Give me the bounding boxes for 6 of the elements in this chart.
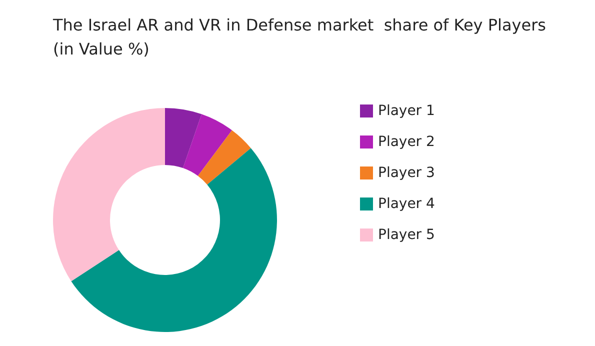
legend-label: Player 2 bbox=[378, 134, 435, 150]
legend-label: Player 5 bbox=[378, 227, 435, 243]
legend-label: Player 3 bbox=[378, 165, 435, 181]
legend-label: Player 4 bbox=[378, 196, 436, 212]
chart-title: The Israel AR and VR in Defense market share of Key Players (in Value %) bbox=[52, 16, 546, 58]
legend-label: Player 1 bbox=[378, 103, 435, 119]
